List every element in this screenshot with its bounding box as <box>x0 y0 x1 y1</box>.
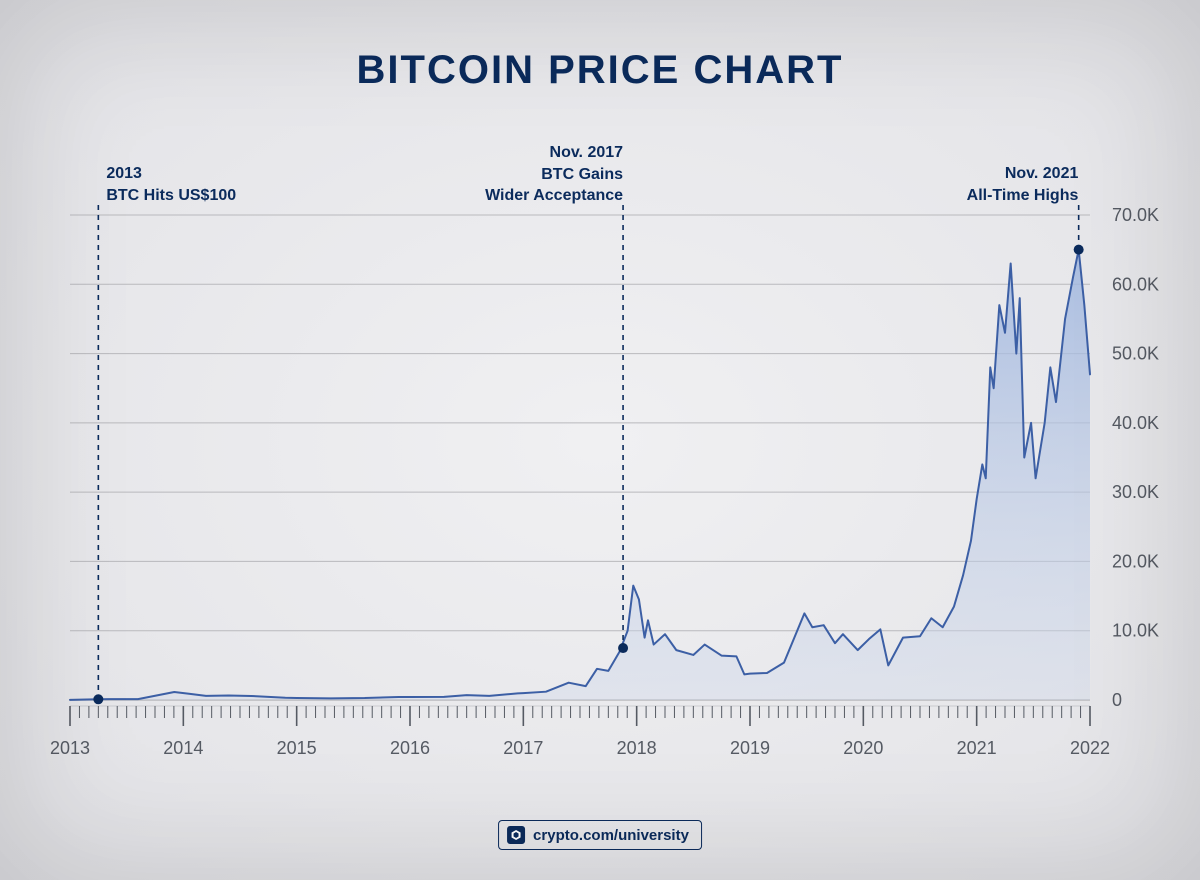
x-axis-tick-label: 2016 <box>390 738 430 758</box>
x-axis-tick-label: 2019 <box>730 738 770 758</box>
x-axis-tick-label: 2017 <box>503 738 543 758</box>
x-axis-tick-label: 2015 <box>277 738 317 758</box>
y-axis-tick-label: 0 <box>1112 690 1122 710</box>
y-axis-tick-label: 30.0K <box>1112 482 1159 502</box>
y-axis-tick-label: 40.0K <box>1112 413 1159 433</box>
annotation-label: 2013BTC Hits US$100 <box>106 163 236 206</box>
x-axis-tick-label: 2013 <box>50 738 90 758</box>
annotation-label: Nov. 2017BTC GainsWider Acceptance <box>485 142 623 207</box>
x-axis-tick-label: 2014 <box>163 738 203 758</box>
bitcoin-price-chart: 2013 2014 2015 2016 2017 2018 2019 2020 2021 2022… <box>0 0 1200 880</box>
annotation-marker <box>93 694 103 704</box>
y-axis-tick-label: 50.0K <box>1112 344 1159 364</box>
crypto-com-logo-icon <box>507 826 525 844</box>
x-axis-tick-label: 2020 <box>843 738 883 758</box>
y-axis-tick-label: 10.0K <box>1112 621 1159 641</box>
y-axis-tick-label: 70.0K <box>1112 205 1159 225</box>
chart-title: BITCOIN PRICE CHART <box>0 48 1200 93</box>
price-area <box>70 250 1090 700</box>
annotation-marker <box>1074 245 1084 255</box>
x-axis-tick-label: 2022 <box>1070 738 1110 758</box>
y-axis-tick-label: 60.0K <box>1112 274 1159 294</box>
x-axis-tick-label: 2021 <box>957 738 997 758</box>
y-axis-tick-label: 20.0K <box>1112 551 1159 571</box>
footer-source-label: crypto.com/university <box>533 827 689 844</box>
chart-container: BITCOIN PRICE CHART 2013 2014 2015 2016 2017… <box>0 0 1200 880</box>
annotation-label: Nov. 2021All-Time Highs <box>967 163 1079 206</box>
footer-source-badge: crypto.com/university <box>498 820 702 850</box>
x-axis-tick-label: 2018 <box>617 738 657 758</box>
annotation-marker <box>618 643 628 653</box>
